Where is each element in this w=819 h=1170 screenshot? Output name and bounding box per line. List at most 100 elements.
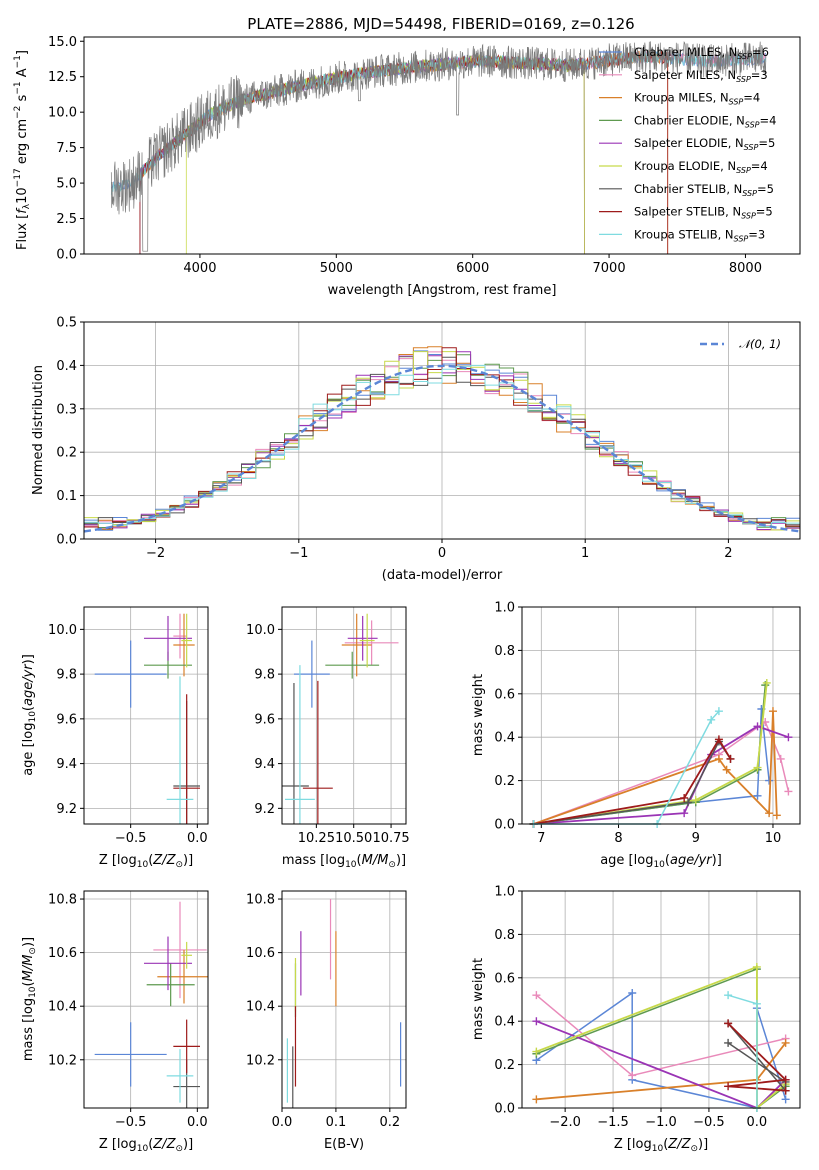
y-tick-label: 0.0: [494, 818, 515, 833]
y-tick-label: 2.5: [56, 212, 77, 227]
y-tick-label: 10.0: [48, 106, 77, 121]
x-tick-label: 0.0: [187, 831, 208, 846]
y-tick-label: 0.8: [494, 644, 515, 659]
mass-vs-metallicity-panel: −0.5 0.010.210.410.610.8 Z [log10(Z/Z⊙)] …: [21, 890, 209, 1154]
spectrum-plot-area: 4000 5000 6000 7000 8000 0.0 2.5 5.0 7.5 10.0 12.5…: [48, 35, 767, 276]
weight-vs-age-plot-area: 7 8 9 10 0.0 0.2 0.4 0.6 0.8 1.0: [494, 601, 800, 846]
kroupa-miles-weight-marker: [722, 765, 731, 774]
salpeter-stelib-weight-marker: [680, 793, 689, 802]
kroupa-stelib-histogram: [84, 364, 800, 527]
age-vs-metallicity-ylabel: age [log10(age/yr)]: [21, 654, 38, 776]
age-vs-metallicity-frame: [83, 606, 209, 825]
kroupa-miles-weight-marker: [765, 809, 774, 818]
y-tick-label: 0.4: [494, 731, 515, 746]
mass-vs-metallicity-ylabel: mass [log10(M/M⊙)]: [21, 937, 38, 1061]
spectrum-ylabel: Flux [fλ10−17 erg cm−2 s−1 A−1]: [13, 50, 32, 250]
weight-vs-metallicity-xlabel: Z [log10(Z/Z⊙)]: [614, 1137, 708, 1154]
spectrum-xlabel: wavelength [Angstrom, rest frame]: [328, 283, 557, 298]
x-tick-label: 9: [692, 831, 700, 846]
legend-label: Kroupa MILES, NSSP=4: [634, 91, 760, 107]
weight-vs-metallicity-ylabel: mass weight: [471, 958, 486, 1040]
kroupa-miles-weight-marker: [532, 1095, 541, 1104]
mass-vs-metallicity-frame: [83, 890, 209, 1109]
x-tick-label: 2: [724, 546, 732, 561]
y-tick-label: 0.2: [56, 446, 77, 461]
salpeter-elodie-weight-marker: [784, 733, 793, 742]
x-tick-label: 0.2: [379, 1115, 400, 1130]
y-tick-label: 10.0: [246, 623, 275, 638]
mass-vs-ebv-xlabel: E(B-V): [324, 1137, 364, 1152]
y-tick-label: 0.8: [494, 928, 515, 943]
mass-vs-metallicity-plot-area: −0.5 0.0 10.2 10.4 10.6 10.8: [48, 891, 208, 1130]
age-vs-metallicity-plot-area: −0.5 0.0 9.2 9.4 9.6 9.8 10.0: [48, 607, 208, 846]
salpeter-miles-weight-marker: [784, 787, 793, 796]
y-tick-label: 9.4: [56, 757, 77, 772]
y-tick-label: 9.4: [254, 757, 275, 772]
kroupa-stelib-weight-marker: [714, 707, 723, 716]
salpeter-stelib-weight-marker: [781, 1086, 790, 1095]
salpeter-elodie-weight-marker: [680, 809, 689, 818]
x-tick-label: 8000: [729, 261, 762, 276]
salpeter-miles-weight-marker: [628, 1071, 637, 1080]
y-tick-label: 15.0: [48, 35, 77, 50]
age-vs-mass-plot-area: 10.25 10.50 10.75 9.2 9.4 9.6 9.8 10.0: [246, 607, 410, 846]
residuals-legend: 𝒩(0, 1): [700, 337, 781, 351]
legend-label: Chabrier MILES, NSSP=6: [634, 45, 769, 61]
legend-label: Salpeter STELIB, NSSP=5: [634, 205, 773, 221]
weight-vs-metallicity-frame: [521, 890, 801, 1109]
chabrier-stelib-weight-marker: [684, 798, 693, 807]
salpeter-miles-weight-marker: [532, 991, 541, 1000]
x-tick-label: 10.50: [335, 831, 372, 846]
legend-label: Salpeter ELODIE, NSSP=5: [634, 136, 775, 152]
x-tick-label: 1: [581, 546, 589, 561]
legend-label: Kroupa STELIB, NSSP=3: [634, 227, 765, 243]
y-tick-label: 10.8: [48, 893, 77, 908]
salpeter-stelib-weight-marker: [726, 754, 735, 763]
spectrum-panel: PLATE=2886, MJD=54498, FIBERID=0169, z=0…: [13, 15, 801, 298]
salpeter-miles-weight-marker: [776, 754, 785, 763]
legend-label: Salpeter MILES, NSSP=3: [634, 68, 768, 84]
observed-spectrum-line: [110, 41, 767, 252]
spectrum-title: PLATE=2886, MJD=54498, FIBERID=0169, z=0…: [247, 15, 634, 33]
x-tick-label: 7: [537, 831, 545, 846]
legend-label: Chabrier STELIB, NSSP=5: [634, 182, 774, 198]
chabrier-stelib-weight-marker: [724, 1038, 733, 1047]
y-tick-label: 10.2: [48, 1053, 77, 1068]
kroupa-elodie-weight-marker: [762, 678, 771, 687]
y-tick-label: 9.8: [254, 668, 275, 683]
x-tick-label: −0.5: [693, 1115, 725, 1130]
y-tick-label: 0.3: [56, 402, 77, 417]
y-tick-label: 0.1: [56, 489, 77, 504]
gauss-legend-label: 𝒩(0, 1): [739, 337, 781, 351]
kroupa-miles-weight-line: [533, 711, 778, 825]
y-tick-label: 9.6: [56, 712, 77, 727]
spectrum-frame: [83, 36, 801, 255]
legend-label: Chabrier ELODIE, NSSP=4: [634, 113, 776, 129]
y-tick-label: 12.5: [48, 70, 77, 85]
y-tick-label: 5.0: [56, 177, 77, 192]
y-tick-label: 10.2: [246, 1053, 275, 1068]
kroupa-elodie-weight-marker: [752, 962, 761, 971]
y-tick-label: 0.2: [494, 774, 515, 789]
kroupa-elodie-weight-marker: [753, 763, 762, 772]
age-vs-mass-xlabel: mass [log10(M/M⊙)]: [282, 853, 406, 870]
x-tick-label: −0.5: [115, 831, 147, 846]
mass-vs-metallicity-xlabel: Z [log10(Z/Z⊙)]: [99, 1137, 193, 1154]
chabrier-miles-weight-marker: [781, 1095, 790, 1104]
y-tick-label: 10.6: [246, 946, 275, 961]
x-tick-label: 8: [614, 831, 622, 846]
kroupa-elodie-weight-marker: [691, 796, 700, 805]
y-tick-label: 1.0: [494, 601, 515, 616]
weight-vs-age-panel: 7 8 9 10 0.0 0.2 0.4 0.6 0.8 1.0 age [log10(age/y…: [471, 601, 801, 870]
weight-vs-age-frame: [521, 606, 801, 825]
gaussian-curve: [83, 364, 801, 533]
kroupa-miles-weight-marker: [768, 707, 777, 716]
y-tick-label: 9.6: [254, 712, 275, 727]
kroupa-elodie-weight-marker: [532, 1047, 541, 1056]
salpeter-stelib-histogram: [84, 347, 800, 530]
y-tick-label: 10.0: [48, 623, 77, 638]
x-tick-label: 10.25: [298, 831, 335, 846]
chabrier-miles-weight-line: [535, 991, 787, 1109]
